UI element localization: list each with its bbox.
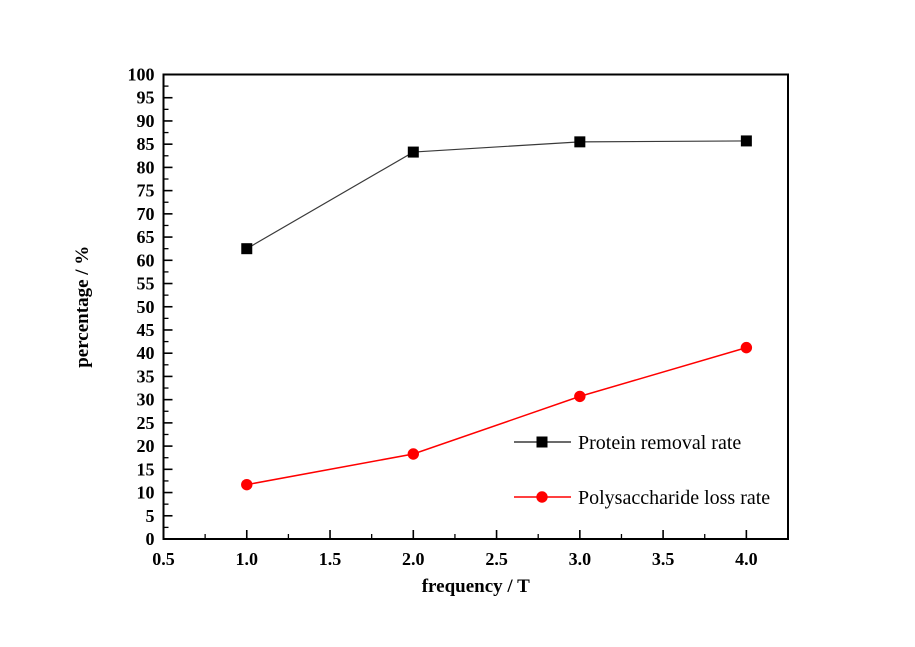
y-tick-label: 55: [137, 274, 155, 294]
legend-item: Polysaccharide loss rate: [514, 487, 770, 509]
legend-square-marker: [536, 436, 548, 448]
y-tick-label: 65: [137, 227, 155, 247]
series-line: [246, 140, 747, 250]
y-axis-label: percentage / %: [72, 246, 93, 368]
y-tick-label: 90: [137, 111, 155, 131]
y-tick-label: 5: [146, 506, 155, 526]
y-tick-label: 40: [137, 343, 155, 363]
square-marker: [740, 135, 752, 147]
square-marker: [407, 146, 419, 158]
square-marker: [241, 243, 253, 255]
circle-marker: [241, 478, 253, 491]
legend-item: Protein removal rate: [514, 432, 741, 454]
legend-label: Protein removal rate: [578, 432, 741, 454]
y-tick-label: 15: [137, 459, 155, 479]
y-tick-label: 60: [137, 250, 155, 270]
series-line: [246, 346, 747, 486]
y-tick-label: 100: [128, 65, 155, 85]
square-marker: [574, 136, 586, 148]
y-tick-label: 75: [137, 181, 155, 201]
x-tick-label: 1.0: [236, 549, 259, 569]
y-tick-label: 80: [137, 157, 155, 177]
y-tick-label: 20: [137, 436, 155, 456]
plot-frame: [162, 73, 789, 540]
y-tick-label: 45: [137, 320, 155, 340]
y-tick-label: 10: [137, 483, 155, 503]
x-tick-label: 0.5: [152, 549, 175, 569]
series-polysaccharide-loss: [241, 341, 753, 491]
legend-circle-marker: [536, 491, 548, 503]
series-protein-removal: [241, 135, 752, 255]
legend: Protein removal rate Polysaccharide loss …: [514, 432, 770, 509]
x-tick-label: 3.0: [569, 549, 592, 569]
y-tick-label: 0: [146, 529, 155, 549]
y-tick-label: 35: [137, 366, 155, 386]
legend-label: Polysaccharide loss rate: [578, 487, 770, 509]
y-tick-label: 85: [137, 134, 155, 154]
x-tick-label: 1.5: [319, 549, 342, 569]
circle-marker: [574, 390, 586, 403]
circle-marker: [740, 341, 753, 354]
y-tick-label: 25: [137, 413, 155, 433]
x-tick-label: 2.5: [485, 549, 508, 569]
x-tick-label: 3.5: [652, 549, 675, 569]
y-tick-label: 95: [137, 88, 155, 108]
x-axis-label: frequency / T: [422, 576, 530, 597]
circle-marker: [407, 448, 419, 460]
y-tick-label: 70: [137, 204, 155, 224]
x-tick-label: 2.0: [402, 549, 425, 569]
y-tick-label: 50: [137, 297, 155, 317]
y-tick-label: 30: [137, 390, 155, 410]
x-tick-label: 4.0: [735, 549, 758, 569]
